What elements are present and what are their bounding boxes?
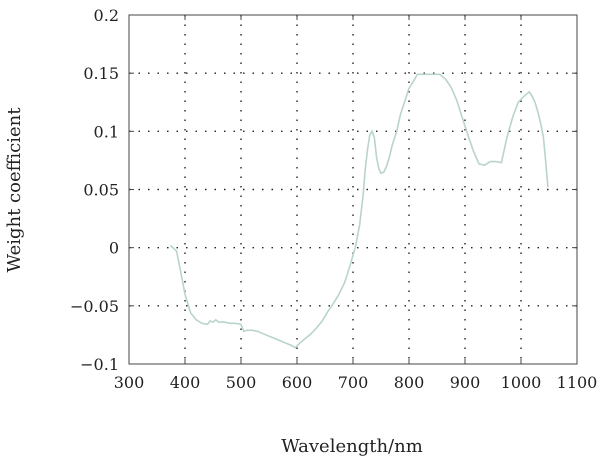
series-line — [169, 73, 549, 349]
y-tick-labels: −0.1 −0.05 0 0.05 0.1 0.15 0.2 — [70, 6, 119, 374]
x-tick-labels: 300 400 500 600 700 800 900 1000 1100 — [114, 373, 598, 392]
series — [169, 73, 549, 349]
axis-ticks — [128, 14, 578, 365]
x-tick-label: 800 — [394, 373, 425, 392]
x-tick-label: 1100 — [557, 373, 598, 392]
x-tick-label: 900 — [450, 373, 481, 392]
x-tick-label: 500 — [226, 373, 257, 392]
x-tick-label: 700 — [338, 373, 369, 392]
y-axis-label: Weight coefficient — [4, 107, 25, 273]
y-tick-label: −0.1 — [80, 355, 119, 374]
x-axis-label: Wavelength/nm — [281, 436, 423, 457]
x-tick-label: 600 — [282, 373, 313, 392]
x-tick-label: 400 — [170, 373, 201, 392]
grid — [129, 15, 577, 364]
y-tick-label: 0.15 — [83, 64, 119, 83]
y-tick-label: 0 — [109, 239, 119, 258]
x-tick-label: 300 — [114, 373, 145, 392]
x-tick-label: 1000 — [501, 373, 542, 392]
y-tick-label: 0.1 — [94, 122, 119, 141]
y-tick-label: −0.05 — [70, 297, 119, 316]
y-tick-label: 0.2 — [94, 6, 119, 25]
y-tick-label: 0.05 — [83, 181, 119, 200]
